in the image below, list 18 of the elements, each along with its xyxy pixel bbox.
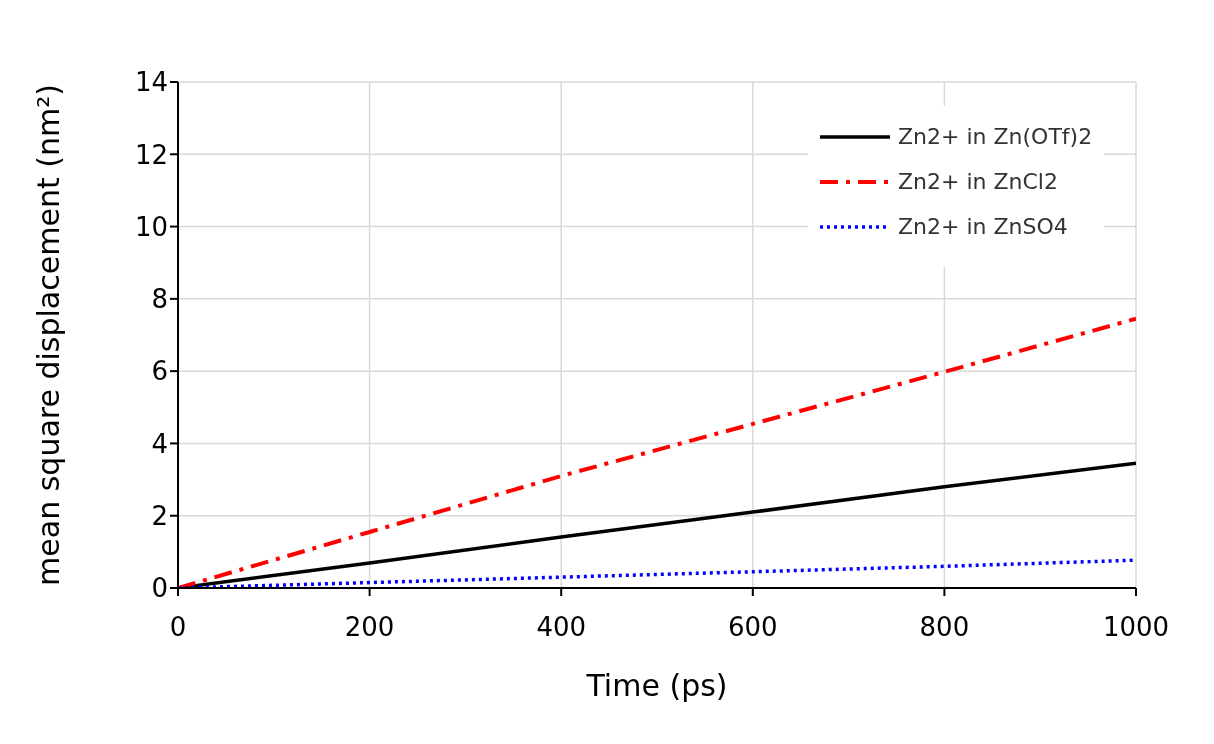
x-tick-label: 600 bbox=[727, 612, 778, 643]
x-tick-label: 1000 bbox=[1102, 612, 1170, 643]
y-axis-title: mean square displacement (nm²) bbox=[30, 84, 66, 586]
y-tick-label: 0 bbox=[151, 573, 168, 604]
x-tick-label: 800 bbox=[919, 612, 970, 643]
y-tick-label: 6 bbox=[151, 356, 168, 387]
y-tick-label: 10 bbox=[134, 211, 168, 242]
legend-label: Zn2+ in ZnCl2 bbox=[898, 169, 1058, 194]
x-axis-title: Time (ps) bbox=[585, 668, 728, 703]
y-tick-label: 14 bbox=[134, 67, 168, 98]
x-tick-label: 200 bbox=[344, 612, 395, 643]
y-tick-label: 2 bbox=[151, 500, 168, 531]
y-tick-label: 4 bbox=[151, 428, 168, 459]
legend-label: Zn2+ in Zn(OTf)2 bbox=[898, 124, 1093, 149]
y-tick-label: 12 bbox=[134, 139, 168, 170]
x-tick-label: 400 bbox=[536, 612, 587, 643]
y-tick-label: 8 bbox=[151, 284, 168, 315]
legend-label: Zn2+ in ZnSO4 bbox=[898, 214, 1068, 239]
